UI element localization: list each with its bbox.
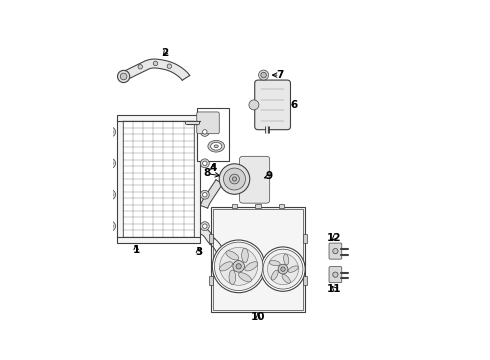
- Ellipse shape: [245, 262, 258, 271]
- Text: 8: 8: [203, 168, 210, 179]
- Ellipse shape: [220, 262, 232, 271]
- Text: 5: 5: [191, 141, 198, 151]
- Circle shape: [281, 267, 285, 271]
- Circle shape: [103, 160, 109, 167]
- Ellipse shape: [288, 266, 298, 272]
- Circle shape: [212, 240, 265, 293]
- Text: 9: 9: [266, 171, 273, 181]
- Circle shape: [219, 164, 250, 194]
- Circle shape: [249, 100, 259, 110]
- Circle shape: [120, 73, 127, 80]
- Bar: [213, 209, 303, 310]
- Circle shape: [333, 248, 338, 254]
- Ellipse shape: [271, 270, 278, 280]
- Circle shape: [203, 224, 207, 228]
- Text: 4: 4: [209, 163, 217, 173]
- FancyBboxPatch shape: [329, 243, 342, 259]
- Circle shape: [108, 224, 113, 229]
- FancyBboxPatch shape: [197, 112, 219, 134]
- Circle shape: [263, 249, 303, 289]
- Circle shape: [203, 161, 207, 166]
- Circle shape: [203, 130, 207, 134]
- Circle shape: [261, 247, 305, 291]
- Circle shape: [108, 129, 113, 134]
- Polygon shape: [180, 220, 215, 244]
- FancyBboxPatch shape: [329, 267, 342, 283]
- Text: 12: 12: [327, 233, 342, 243]
- Circle shape: [106, 190, 116, 200]
- Text: 2: 2: [162, 48, 169, 58]
- Circle shape: [200, 159, 209, 168]
- Circle shape: [138, 64, 143, 69]
- Ellipse shape: [282, 274, 291, 283]
- Circle shape: [215, 242, 263, 291]
- Bar: [211, 207, 305, 312]
- Ellipse shape: [242, 248, 248, 263]
- Circle shape: [108, 161, 113, 166]
- Circle shape: [223, 168, 245, 190]
- Circle shape: [106, 158, 116, 168]
- Ellipse shape: [229, 270, 236, 284]
- Bar: [209, 276, 213, 285]
- Bar: [117, 115, 200, 243]
- Circle shape: [230, 174, 240, 184]
- Circle shape: [278, 264, 288, 274]
- Circle shape: [108, 192, 113, 197]
- Circle shape: [200, 127, 209, 136]
- Bar: [303, 276, 307, 285]
- Circle shape: [220, 247, 258, 285]
- Polygon shape: [210, 239, 225, 256]
- Circle shape: [103, 192, 109, 198]
- FancyBboxPatch shape: [240, 156, 270, 203]
- Circle shape: [200, 190, 209, 199]
- Ellipse shape: [208, 140, 224, 152]
- Circle shape: [233, 261, 245, 272]
- Circle shape: [232, 177, 237, 181]
- Ellipse shape: [270, 261, 280, 266]
- Circle shape: [200, 222, 209, 231]
- Circle shape: [268, 253, 298, 285]
- Circle shape: [236, 264, 241, 269]
- Text: 11: 11: [327, 284, 342, 293]
- Circle shape: [333, 272, 338, 277]
- Ellipse shape: [239, 273, 251, 282]
- Circle shape: [203, 193, 207, 197]
- Text: 1: 1: [132, 245, 140, 255]
- Bar: [209, 234, 213, 243]
- Circle shape: [167, 64, 171, 68]
- Bar: [255, 204, 261, 208]
- Ellipse shape: [214, 145, 218, 148]
- Circle shape: [261, 72, 267, 78]
- Ellipse shape: [211, 143, 222, 150]
- Circle shape: [103, 129, 109, 135]
- Text: 3: 3: [195, 247, 202, 257]
- Circle shape: [118, 70, 130, 82]
- Ellipse shape: [226, 251, 239, 260]
- Polygon shape: [122, 59, 190, 80]
- Bar: [279, 204, 284, 208]
- Bar: [197, 108, 229, 161]
- Circle shape: [106, 221, 116, 231]
- Bar: [303, 234, 307, 243]
- Circle shape: [153, 61, 158, 66]
- Text: 6: 6: [291, 100, 298, 110]
- Circle shape: [103, 223, 109, 229]
- Text: 10: 10: [251, 312, 265, 322]
- Circle shape: [259, 70, 269, 80]
- Text: 7: 7: [276, 70, 283, 80]
- Bar: [123, 121, 194, 237]
- FancyBboxPatch shape: [255, 80, 291, 130]
- Polygon shape: [200, 180, 222, 208]
- Ellipse shape: [284, 254, 289, 265]
- Circle shape: [106, 127, 116, 137]
- Bar: [232, 204, 237, 208]
